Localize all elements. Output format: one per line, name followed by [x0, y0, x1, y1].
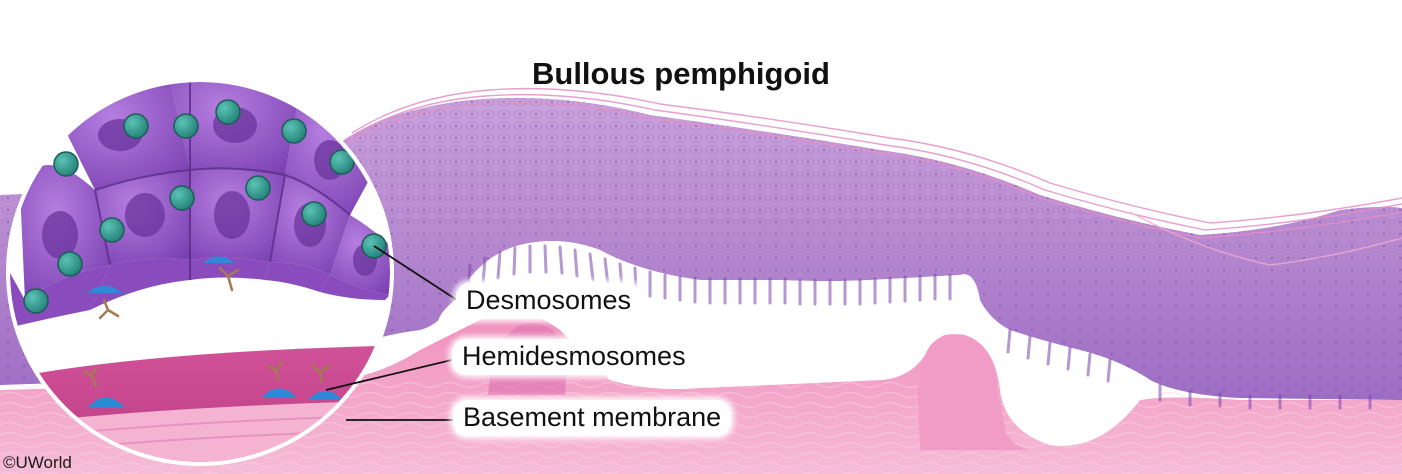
hemidesmosome [203, 256, 235, 263]
basal-cell-layer [466, 244, 1372, 410]
desmosome [245, 175, 271, 201]
desmosome [281, 118, 307, 144]
dermal-papilla-tall [918, 334, 1030, 450]
hemidesmosomes-label: Hemidesmosomes [452, 339, 696, 375]
desmosome [169, 185, 195, 211]
desmosome [123, 113, 149, 139]
copyright-credit: ©UWorld [3, 453, 72, 472]
desmosome [57, 251, 83, 277]
leader-lines [325, 245, 461, 421]
desmosome [99, 217, 125, 243]
hemidesmosome [308, 391, 342, 400]
desmosome [215, 99, 241, 125]
magnified-inset [6, 78, 394, 466]
desmosome [301, 201, 327, 227]
desmosomes-leader [373, 245, 461, 303]
hemidesmosome [88, 397, 124, 407]
basement-membrane-label: Basement membrane [453, 400, 732, 436]
desmosome [23, 288, 49, 314]
stratum-corneum [339, 87, 1402, 266]
hemidesmosome [262, 388, 296, 397]
desmosome [173, 113, 199, 139]
desmosome-dots [23, 99, 387, 314]
hemidesmosome [88, 285, 122, 293]
igg-antibodies [82, 266, 332, 388]
desmosomes-label: Desmosomes [456, 283, 642, 319]
desmosome [329, 149, 355, 175]
diagram-title: Bullous pemphigoid [532, 56, 830, 91]
desmosome [53, 151, 79, 177]
hemidesmosomes [88, 256, 342, 407]
hemidesmosomes-leader [325, 357, 461, 391]
